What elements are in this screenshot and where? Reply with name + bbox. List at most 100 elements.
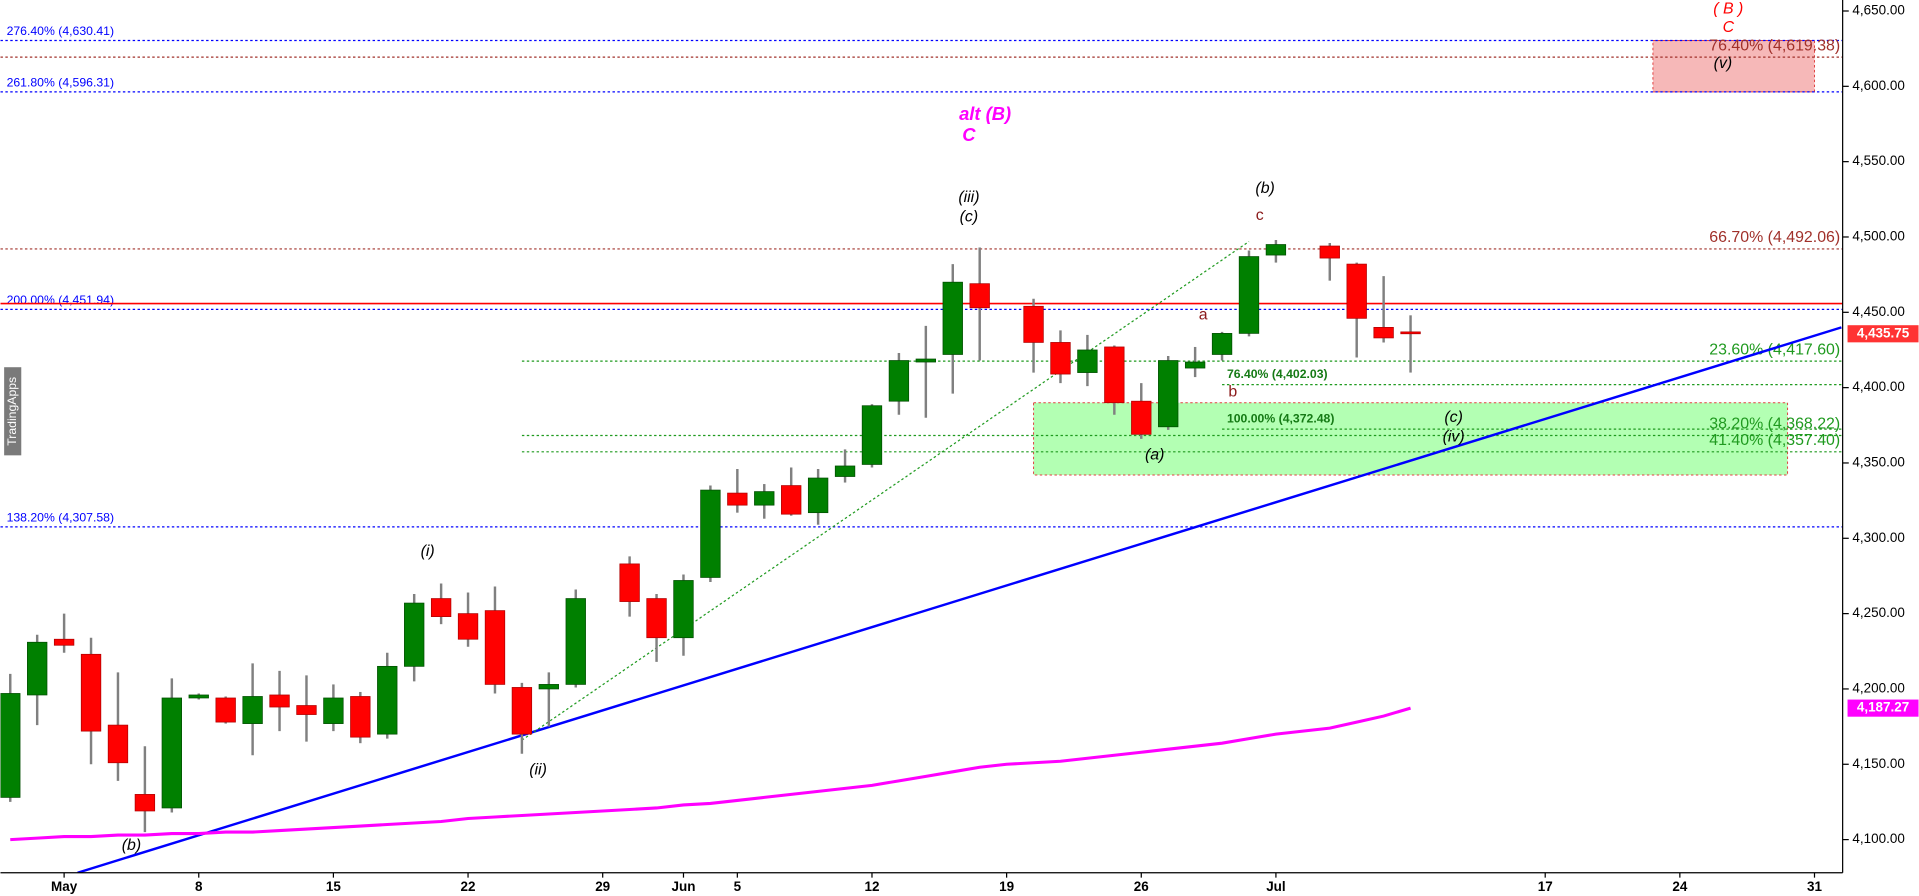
candle-body — [915, 358, 936, 363]
candle-body — [1373, 327, 1394, 339]
candle-body — [1077, 349, 1098, 373]
candle-body — [1400, 331, 1421, 335]
candle-body — [215, 697, 236, 723]
candle-body — [1346, 263, 1367, 319]
level-label: 66.70% (4,492.06) — [1709, 229, 1840, 246]
x-tick-label: 19 — [999, 879, 1014, 894]
candle-body — [323, 697, 344, 724]
price-tag — [1847, 325, 1919, 343]
trendline — [77, 326, 1842, 873]
candle-body — [296, 705, 317, 715]
candle-body — [646, 598, 667, 639]
candle-body — [107, 724, 129, 764]
axes: 4,100.00 4,150.00 4,200.00 4,250.00 4,300.00… — [51, 3, 1919, 894]
plot-area: 276.40% (4,630.41) 261.80% (4,596.31) 200.… — [0, 1, 1843, 873]
wave-label: (ii) — [529, 762, 547, 779]
wave-label: (i) — [421, 543, 435, 560]
candle-body — [1265, 244, 1287, 256]
candle-body — [1158, 360, 1179, 428]
candle-body — [619, 563, 640, 602]
candle-body — [1131, 400, 1152, 435]
x-tick-label: 31 — [1807, 879, 1822, 894]
candle-body — [242, 696, 263, 724]
candle-body — [53, 638, 75, 646]
candle-body — [727, 492, 748, 506]
candle-body — [134, 794, 156, 812]
y-tick-label: 4,600.00 — [1852, 78, 1904, 93]
y-tick-label: 4,300.00 — [1852, 530, 1904, 545]
wave-label: c — [1256, 207, 1264, 224]
x-tick-label: 17 — [1538, 879, 1553, 894]
moving-average — [10, 706, 1411, 842]
wave-label: alt (B) — [959, 103, 1011, 124]
wave-label: (b) — [1255, 180, 1274, 197]
x-tick-label: 5 — [734, 879, 742, 894]
candle-body — [188, 694, 209, 699]
level-label: 100.00% (4,372.48) — [1227, 412, 1334, 426]
candle-body — [1023, 305, 1044, 343]
y-tick-label: 4,500.00 — [1852, 229, 1904, 244]
candle-body — [1050, 342, 1071, 375]
candle-body — [377, 665, 398, 735]
candle-body — [969, 283, 990, 309]
x-tick-label: 29 — [595, 879, 610, 894]
candle-body — [484, 610, 506, 685]
candle-body — [27, 641, 48, 696]
x-tick-label: Jul — [1266, 879, 1285, 894]
price-tag — [1847, 699, 1919, 717]
wave-label: (iii) — [958, 189, 979, 206]
x-tick-label: Jun — [672, 879, 696, 894]
y-tick-label: 4,400.00 — [1852, 379, 1904, 394]
wave-label: (c) — [1444, 409, 1463, 426]
level-label: 276.40% (4,630.41) — [7, 24, 114, 38]
x-tick-label: 12 — [864, 879, 879, 894]
y-tick-label: 4,350.00 — [1852, 455, 1904, 470]
level-label: 138.20% (4,307.58) — [7, 511, 114, 525]
candle-body — [1211, 333, 1233, 355]
zone — [1652, 40, 1815, 93]
y-tick-label: 4,150.00 — [1852, 756, 1904, 771]
level-label: 41.40% (4,357.40) — [1709, 432, 1840, 449]
watermark: TradingApps — [4, 367, 22, 456]
candle-body — [1319, 245, 1340, 259]
x-tick-label: 22 — [461, 879, 476, 894]
level-label: 76.40% (4,619.38) — [1709, 37, 1840, 54]
candle-body — [673, 580, 694, 639]
x-tick-label: 8 — [195, 879, 203, 894]
y-tick-label: 4,200.00 — [1852, 681, 1904, 696]
candle-body — [1104, 346, 1125, 404]
level-label: 23.60% (4,417.60) — [1709, 341, 1840, 358]
watermark-box — [4, 367, 22, 456]
x-tick-label: 24 — [1672, 879, 1687, 894]
candle-body — [350, 696, 371, 738]
candle-body — [565, 598, 586, 685]
x-tick-label: May — [51, 879, 78, 894]
y-tick-label: 4,100.00 — [1852, 831, 1904, 846]
candle-body — [834, 465, 856, 477]
candle-body — [0, 693, 21, 798]
y-tick-label: 4,550.00 — [1852, 153, 1904, 168]
candle-body — [161, 697, 182, 809]
price-tag-label: 4,187.27 — [1857, 700, 1909, 715]
wave-label: C — [1723, 19, 1735, 36]
y-tick-label: 4,450.00 — [1852, 304, 1904, 319]
candle-body — [1184, 361, 1206, 369]
candle-body — [754, 491, 775, 506]
y-tick-label: 4,650.00 — [1852, 3, 1904, 18]
wave-label: (v) — [1714, 55, 1733, 72]
watermark-text: TradingApps — [5, 377, 19, 446]
candle-body — [404, 602, 425, 667]
candle-body — [781, 485, 802, 515]
candle-body — [1238, 256, 1260, 334]
trendline — [521, 240, 1250, 741]
wave-label: (c) — [960, 209, 979, 226]
x-tick-label: 15 — [326, 879, 341, 894]
candle-body — [807, 477, 829, 514]
wave-label: a — [1199, 307, 1208, 324]
wave-label: b — [1228, 383, 1237, 400]
level-label: 200.00% (4,451.94) — [7, 293, 114, 307]
candle-body — [700, 489, 721, 578]
wave-label: (a) — [1145, 447, 1164, 464]
